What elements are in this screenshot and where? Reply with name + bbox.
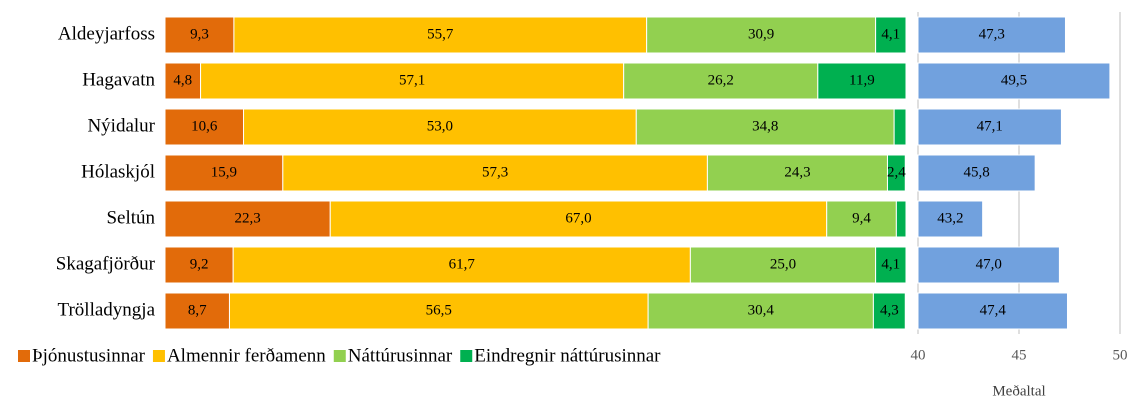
bar-segment: [817, 62, 907, 100]
bar: [917, 62, 1111, 100]
bar-segment: [200, 62, 625, 100]
value-label: 30,4: [748, 302, 775, 318]
category-label: Hólaskjól: [81, 161, 155, 182]
value-label: 26,2: [708, 72, 734, 88]
value-label: 4,1: [881, 26, 900, 42]
bar-segment: [228, 292, 649, 330]
bar-segment: [233, 16, 648, 54]
bar-segment: [875, 246, 907, 284]
bar-segment: [875, 16, 907, 54]
value-label: 47,4: [980, 302, 1007, 318]
value-label: 9,3: [190, 26, 209, 42]
category-label: Seltún: [106, 207, 155, 228]
bar: [917, 16, 1066, 54]
bar-segment: [872, 292, 906, 330]
value-label: 34,8: [752, 118, 778, 134]
value-label: 4,1: [881, 256, 900, 272]
legend-label: Eindregnir náttúrusinnar: [474, 345, 661, 366]
bar-segment: [164, 62, 202, 100]
value-label: 47,0: [976, 256, 1002, 272]
bar-segment: [647, 292, 874, 330]
value-label: 57,3: [482, 164, 508, 180]
legend-label: Náttúrusinnar: [348, 345, 453, 366]
bar-segment: [886, 154, 906, 192]
value-label: 49,5: [1001, 72, 1027, 88]
bar-segment: [164, 154, 284, 192]
bar-segment: [164, 246, 234, 284]
value-label: 24,3: [784, 164, 810, 180]
value-label: 61,7: [449, 256, 476, 272]
value-label: 47,3: [979, 26, 1005, 42]
value-label: 25,0: [770, 256, 796, 272]
bar-segment: [329, 200, 828, 238]
value-label: 10,6: [191, 118, 218, 134]
value-label: 15,9: [211, 164, 237, 180]
value-label: 8,7: [188, 302, 207, 318]
value-label: 55,7: [427, 26, 454, 42]
bar: [917, 108, 1062, 146]
bar: [917, 292, 1068, 330]
bar-segment: [646, 16, 877, 54]
bar-segment: [164, 200, 331, 238]
value-label: 4,3: [880, 302, 899, 318]
bar-segment: [623, 62, 819, 100]
bar-segment: [282, 154, 708, 192]
bar-segment: [893, 108, 907, 146]
value-label: 30,9: [748, 26, 774, 42]
value-label: 4,8: [173, 72, 192, 88]
value-label: 9,2: [190, 256, 209, 272]
legend-swatch: [18, 350, 30, 362]
value-label: 53,0: [427, 118, 453, 134]
bar-segment: [232, 246, 691, 284]
value-label: 22,3: [234, 210, 260, 226]
bar: [917, 200, 984, 238]
bar-segment: [164, 16, 235, 54]
bar-segment: [164, 292, 230, 330]
legend-swatch: [460, 350, 473, 362]
bar: [917, 246, 1060, 284]
category-label: Nýidalur: [87, 115, 155, 136]
legend-label: Þjónustusinnar: [32, 345, 146, 366]
x-tick-label: 40: [911, 347, 926, 363]
value-label: 57,1: [399, 72, 425, 88]
value-label: 2,4: [887, 164, 906, 180]
bar-segment: [689, 246, 877, 284]
value-label: 43,2: [937, 210, 963, 226]
category-label: Skagafjörður: [56, 253, 156, 274]
legend-swatch: [333, 350, 346, 362]
bar-segment: [826, 200, 897, 238]
value-label: 9,4: [852, 210, 871, 226]
bar-segment: [895, 200, 907, 238]
bar-segment: [164, 108, 245, 146]
x-axis-title: Meðaltal: [992, 383, 1045, 399]
x-tick-label: 50: [1113, 347, 1128, 363]
category-label: Hagavatn: [82, 69, 155, 90]
legend-label: Almennir ferðamenn: [167, 345, 326, 366]
legend-swatch: [152, 350, 165, 362]
bar-segment: [706, 154, 888, 192]
category-label: Aldeyjarfoss: [58, 23, 155, 44]
value-label: 67,0: [565, 210, 591, 226]
value-label: 47,1: [977, 118, 1003, 134]
value-label: 45,8: [963, 164, 989, 180]
category-label: Trölladyngja: [58, 299, 156, 320]
x-tick-label: 45: [1012, 347, 1027, 363]
value-label: 56,5: [426, 302, 452, 318]
value-label: 11,9: [849, 72, 875, 88]
bar: [917, 154, 1036, 192]
bar-segment: [243, 108, 637, 146]
